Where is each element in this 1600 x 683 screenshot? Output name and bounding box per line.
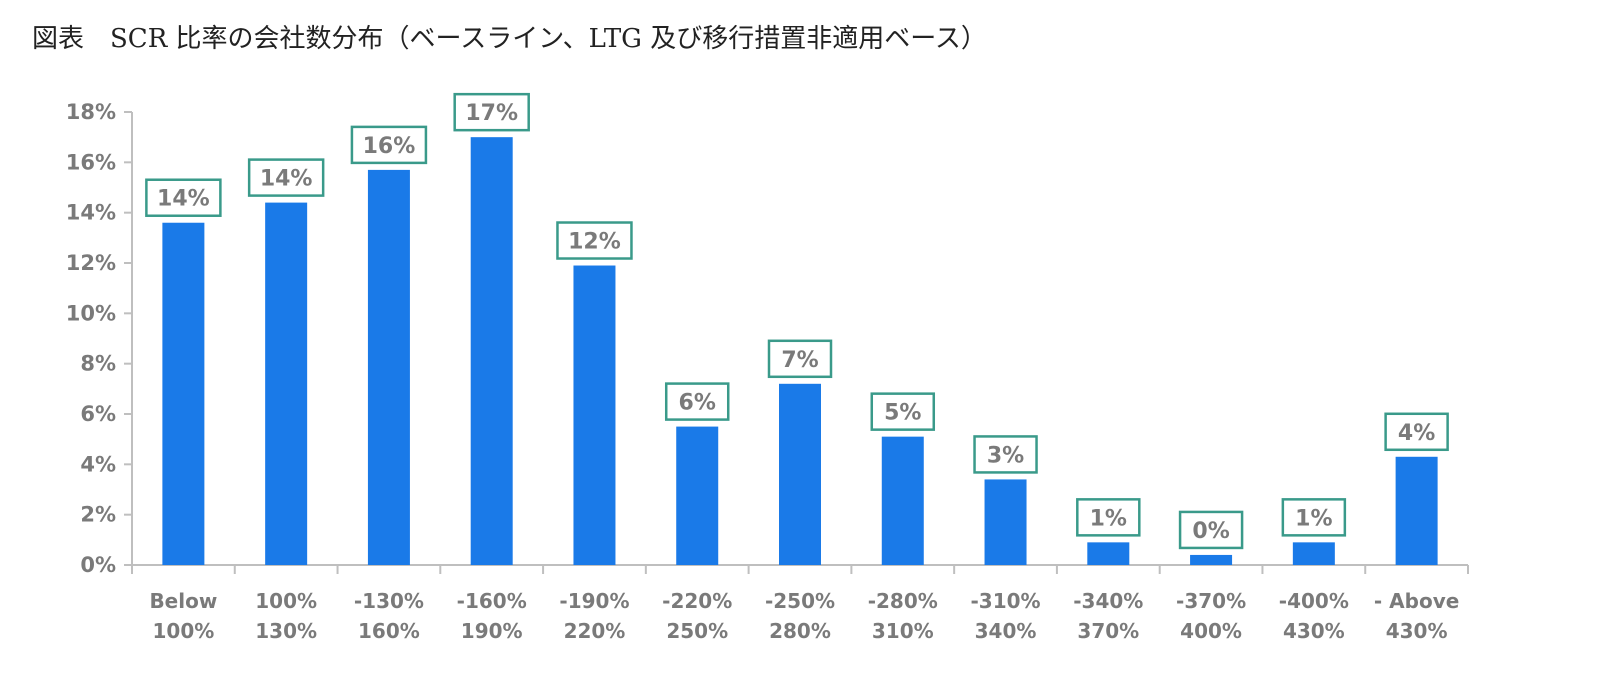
x-tick-label: 100% 130% [255,589,317,643]
x-tick-label: -340% 370% [1073,589,1143,643]
x-tick-label: -220% 250% [662,589,732,643]
data-label-box [247,158,325,197]
data-label: 1% [1295,506,1332,531]
y-tick-label: 18% [66,100,116,124]
bar [1395,456,1438,565]
data-label-box [1384,412,1449,452]
bar [1292,542,1335,565]
bars [162,137,1438,565]
y-tick-label: 10% [66,301,116,325]
data-label-box [767,339,833,379]
data-label-box [664,382,730,421]
x-tick-label: -250% 280% [765,589,835,643]
x-tick-label: -310% 340% [970,589,1040,643]
data-label-box [145,178,222,217]
x-tick-label: -160% 190% [457,589,527,643]
y-tick-label: 0% [80,553,116,577]
y-tick-label: 8% [80,352,116,376]
x-tick-label: - Above 430% [1374,589,1459,643]
data-label-box [870,392,936,431]
bar [265,202,308,565]
x-tick-label: -370% 400% [1176,589,1246,643]
figure-title: 図表 SCR 比率の会社数分布（ベースライン、LTG 及び移行措置非適用ベース） [32,24,987,54]
data-label-box [1076,498,1141,537]
bar [1087,542,1130,565]
data-label: 4% [1398,421,1435,446]
y-tick-label: 12% [66,251,116,275]
x-tick-label: -280% 310% [868,589,938,643]
y-tick-label: 16% [66,150,116,174]
x-tick-label: -130% 160% [354,589,424,643]
data-label: 17% [465,101,518,126]
data-labels: 14% 14% 16% 17% 12% 6% 7% 5% 3% 1% 0% 1% 4% [145,92,1449,550]
y-tick-label: 6% [80,402,116,426]
y-tick-label: 4% [80,452,116,476]
x-tick-label: -190% 220% [559,589,629,643]
data-label: 1% [1090,506,1127,531]
data-label: 0% [1192,519,1229,544]
data-label: 16% [363,134,416,159]
x-axis: Below 100% 100% 130% -130% 160% -160% 190% -190%… [131,564,1469,643]
data-label: 3% [987,443,1024,468]
bar [162,222,205,565]
data-label-box [973,435,1038,474]
bar [470,137,513,565]
data-label-box [556,221,633,260]
x-tick-label: Below 100% [149,589,217,643]
y-tick-label: 2% [80,503,116,527]
data-label: 5% [884,401,921,426]
x-tick-label: -400% 430% [1279,589,1349,643]
data-label: 14% [260,167,313,192]
bar [984,479,1027,565]
bar [881,436,924,565]
data-label: 7% [781,348,818,373]
bar [573,265,616,565]
data-label: 6% [679,391,716,416]
y-axis: 0% 2% 4% 6% 8% 10% 12% 14% 16% 18% [66,100,133,577]
bar [367,169,410,565]
bar [779,383,821,565]
data-label: 14% [157,187,210,212]
data-label-box [1178,510,1244,550]
bar [676,426,719,565]
bar [1190,554,1233,565]
data-label-box [1281,498,1347,537]
y-tick-label: 14% [66,201,116,225]
data-label-box [350,125,428,165]
data-label-box [453,92,530,132]
data-label: 12% [568,230,621,255]
